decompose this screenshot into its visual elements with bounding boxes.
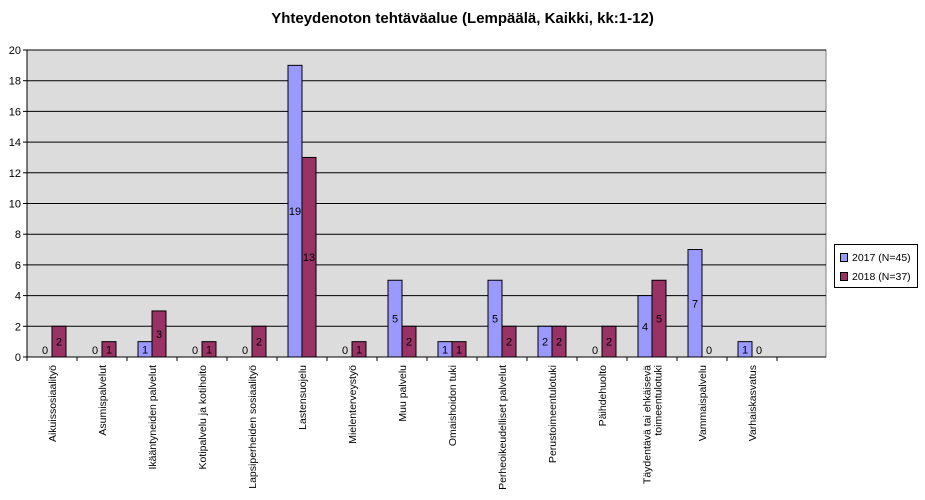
chart-title: Yhteydenoton tehtäväalue (Lempäälä, Kaik… — [271, 10, 654, 27]
legend-label-series-2: 2018 (N=37) — [852, 271, 911, 284]
data-label-1: 0 — [192, 345, 198, 357]
data-label-2: 13 — [303, 252, 315, 264]
data-label-1: 0 — [42, 345, 48, 357]
bar-2 — [351, 341, 367, 358]
bar-2 — [151, 310, 167, 358]
data-label-1: 1 — [742, 344, 748, 356]
data-label-2: 2 — [556, 337, 562, 349]
legend-label-series-1: 2017 (N=45) — [852, 252, 911, 265]
bar-2 — [551, 325, 567, 358]
x-tick-label: Päihdehuolto — [597, 365, 609, 426]
bar-2 — [101, 341, 117, 358]
x-tick-label: Täydentävä tai ehkäisevä toimeentulotuki — [642, 365, 665, 484]
y-tick-label: 12 — [9, 168, 21, 180]
x-tick-label-line: Lastensuojelu — [297, 365, 309, 430]
bar-2 — [601, 325, 617, 358]
bar-1 — [487, 279, 503, 358]
y-tick-label: 14 — [9, 137, 21, 149]
chart-legend: 2017 (N=45) 2018 (N=37) — [834, 244, 918, 288]
y-tick-label: 0 — [15, 352, 21, 364]
bar-1 — [687, 249, 703, 358]
data-label-1: 0 — [242, 345, 248, 357]
data-label-1: 19 — [289, 206, 301, 218]
x-tick-label: Vammaispalvelu — [697, 365, 709, 441]
x-tick-label-line: Mielenterveystyö — [347, 365, 359, 444]
bar-2 — [51, 325, 67, 358]
bar-2 — [651, 279, 667, 358]
data-label-1: 2 — [542, 337, 548, 349]
x-tick-label: Muu palvelu — [397, 365, 409, 422]
x-tick-label-line: Lapsiperheiden sosiaalityö — [247, 365, 259, 489]
x-tick-label-line: Kotipalvelu ja kotihoito — [197, 365, 209, 470]
bar-2 — [251, 325, 267, 358]
bar-1 — [737, 341, 753, 358]
x-tick-label-line: Ikääntyneiden palvelut — [147, 365, 159, 470]
y-tick-label: 6 — [15, 260, 21, 272]
data-label-2: 2 — [406, 337, 412, 349]
data-label-2: 2 — [506, 337, 512, 349]
data-label-1: 1 — [142, 344, 148, 356]
bar-2 — [201, 341, 217, 358]
data-label-2: 5 — [656, 314, 662, 326]
x-tick-label-line: Omaishoidon tuki — [447, 365, 459, 446]
legend-swatch-series-1 — [840, 252, 848, 262]
legend-item-series-2: 2018 (N=37) — [840, 271, 911, 283]
y-tick-label: 2 — [15, 321, 21, 333]
x-tick-label-line: Täydentävä tai ehkäisevä — [642, 365, 654, 484]
data-label-2: 0 — [706, 345, 712, 357]
data-label-2: 0 — [756, 345, 762, 357]
bar-2 — [401, 325, 417, 358]
data-label-1: 0 — [592, 345, 598, 357]
data-label-2: 2 — [606, 337, 612, 349]
bar-2 — [301, 156, 317, 358]
x-tick-label: Ikääntyneiden palvelut — [147, 365, 159, 470]
data-label-1: 0 — [342, 345, 348, 357]
x-tick-label-line: Muu palvelu — [397, 365, 409, 422]
data-label-1: 5 — [392, 314, 398, 326]
data-label-2: 1 — [106, 344, 112, 356]
data-label-1: 4 — [642, 321, 648, 333]
y-tick-label: 8 — [15, 229, 21, 241]
x-tick-label: Lapsiperheiden sosiaalityö — [247, 365, 259, 489]
x-tick-label-line: Varhaiskasvatus — [747, 365, 759, 441]
x-tick-label: Perheoikeudelliset palvelut — [497, 365, 509, 490]
data-label-1: 7 — [692, 298, 698, 310]
data-label-2: 1 — [456, 344, 462, 356]
x-tick-label-line: Asumispalvelut — [97, 365, 109, 436]
x-tick-label-line: Aikuissosiaalityö — [47, 365, 59, 442]
bar-2 — [451, 341, 467, 358]
x-tick-label-line: Päihdehuolto — [597, 365, 609, 426]
data-label-1: 0 — [92, 345, 98, 357]
x-tick-label-line: Perustoimeentulotuki — [547, 365, 559, 463]
y-tick-label: 20 — [9, 45, 21, 57]
data-label-2: 1 — [206, 344, 212, 356]
x-tick-label-line: toimeentulotuki — [653, 365, 665, 436]
x-tick-label: Omaishoidon tuki — [447, 365, 459, 446]
x-tick-label: Varhaiskasvatus — [747, 365, 759, 441]
x-tick-label: Perustoimeentulotuki — [547, 365, 559, 463]
legend-swatch-series-2 — [840, 271, 848, 281]
y-tick-label: 16 — [9, 106, 21, 118]
bar-1 — [387, 279, 403, 358]
y-tick-label: 4 — [15, 291, 21, 303]
data-label-2: 3 — [156, 329, 162, 341]
data-label-2: 2 — [256, 337, 262, 349]
data-label-2: 2 — [56, 337, 62, 349]
x-tick-label: Asumispalvelut — [97, 365, 109, 436]
x-tick-label: Lastensuojelu — [297, 365, 309, 430]
bar-2 — [501, 325, 517, 358]
x-tick-label: Kotipalvelu ja kotihoito — [197, 365, 209, 470]
x-tick-label: Aikuissosiaalityö — [47, 365, 59, 442]
legend-item-series-1: 2017 (N=45) — [840, 252, 911, 264]
data-label-1: 5 — [492, 314, 498, 326]
x-tick-label-line: Vammaispalvelu — [697, 365, 709, 441]
data-label-2: 1 — [356, 344, 362, 356]
x-tick-label: Mielenterveystyö — [347, 365, 359, 444]
data-label-1: 1 — [442, 344, 448, 356]
y-tick-label: 18 — [9, 76, 21, 88]
y-tick-label: 10 — [9, 199, 21, 211]
x-tick-label-line: Perheoikeudelliset palvelut — [497, 365, 509, 490]
